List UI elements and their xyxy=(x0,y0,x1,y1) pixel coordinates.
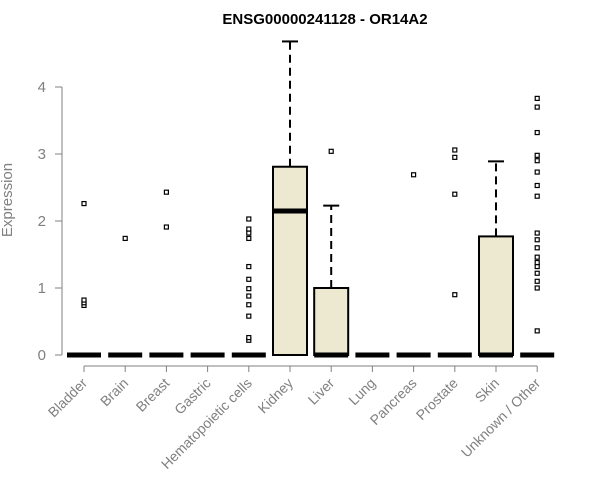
outlier-point xyxy=(534,152,540,158)
box-bladder xyxy=(67,200,101,358)
box-body xyxy=(478,235,514,356)
x-tick-label: Liver xyxy=(305,375,338,408)
y-tick-label: 2 xyxy=(38,213,46,230)
outlier-point xyxy=(534,237,540,243)
outlier-point xyxy=(534,95,540,101)
outlier-point xyxy=(534,263,540,270)
outlier-point xyxy=(411,172,417,178)
chart-title: ENSG00000241128 - OR14A2 xyxy=(222,11,427,28)
y-tick-label: 0 xyxy=(38,347,46,364)
outlier-point xyxy=(534,328,540,334)
outlier-point xyxy=(534,169,540,175)
outlier-point xyxy=(246,293,252,299)
outlier-point xyxy=(534,285,540,291)
x-tick-label: Kidney xyxy=(255,375,297,417)
x-tick-label: Brain xyxy=(97,375,131,409)
box-prostate xyxy=(437,147,472,358)
x-tick-label: Lung xyxy=(345,375,378,408)
outlier-point xyxy=(452,292,458,298)
y-tick-label: 1 xyxy=(38,280,46,297)
outlier-point xyxy=(534,158,540,164)
outlier-point xyxy=(163,224,169,230)
outlier-point xyxy=(246,226,252,232)
x-tick-label: Bladder xyxy=(45,375,91,421)
outlier-point xyxy=(246,302,252,308)
box-liver xyxy=(313,148,350,358)
outlier-point xyxy=(534,230,540,236)
outlier-point xyxy=(246,230,252,236)
outlier-point xyxy=(81,297,87,303)
x-tick-label: Prostate xyxy=(413,375,461,423)
box-brain xyxy=(108,235,143,358)
plot-area xyxy=(67,40,555,358)
box-breast xyxy=(149,189,184,358)
outlier-point xyxy=(246,276,252,282)
outlier-point xyxy=(534,129,540,136)
outlier-point xyxy=(163,189,169,195)
box-body xyxy=(313,287,350,356)
outlier-point xyxy=(122,235,128,242)
outlier-point xyxy=(452,147,458,153)
outlier-point xyxy=(534,104,540,110)
outlier-point xyxy=(246,216,252,222)
outlier-point xyxy=(534,278,540,284)
outlier-point xyxy=(534,193,540,199)
outlier-point xyxy=(534,259,540,266)
y-tick-label: 3 xyxy=(38,146,46,163)
box-body xyxy=(272,165,308,356)
box-pancreas xyxy=(396,172,431,358)
box-hematopoietic-cells xyxy=(231,216,266,358)
outlier-point xyxy=(534,182,540,189)
box-unknown-other xyxy=(520,95,555,358)
x-tick-label: Skin xyxy=(472,375,503,406)
outlier-point xyxy=(246,286,252,292)
outlier-point xyxy=(534,270,540,276)
outlier-point xyxy=(534,254,540,260)
outlier-point xyxy=(452,191,458,197)
outlier-point xyxy=(534,245,540,251)
y-axis-label: Expression xyxy=(0,163,16,237)
outlier-point xyxy=(452,154,458,160)
outlier-point xyxy=(81,200,87,207)
box-kidney xyxy=(272,40,308,356)
outlier-point xyxy=(246,263,252,270)
y-tick-label: 4 xyxy=(38,79,46,96)
outlier-point xyxy=(246,334,252,341)
outlier-point xyxy=(246,313,252,319)
box-skin xyxy=(478,160,514,358)
y-axis: 0 1 2 3 4 xyxy=(38,79,63,364)
outlier-point xyxy=(246,235,252,242)
x-tick-label: Breast xyxy=(133,375,173,415)
outlier-point xyxy=(328,148,334,154)
